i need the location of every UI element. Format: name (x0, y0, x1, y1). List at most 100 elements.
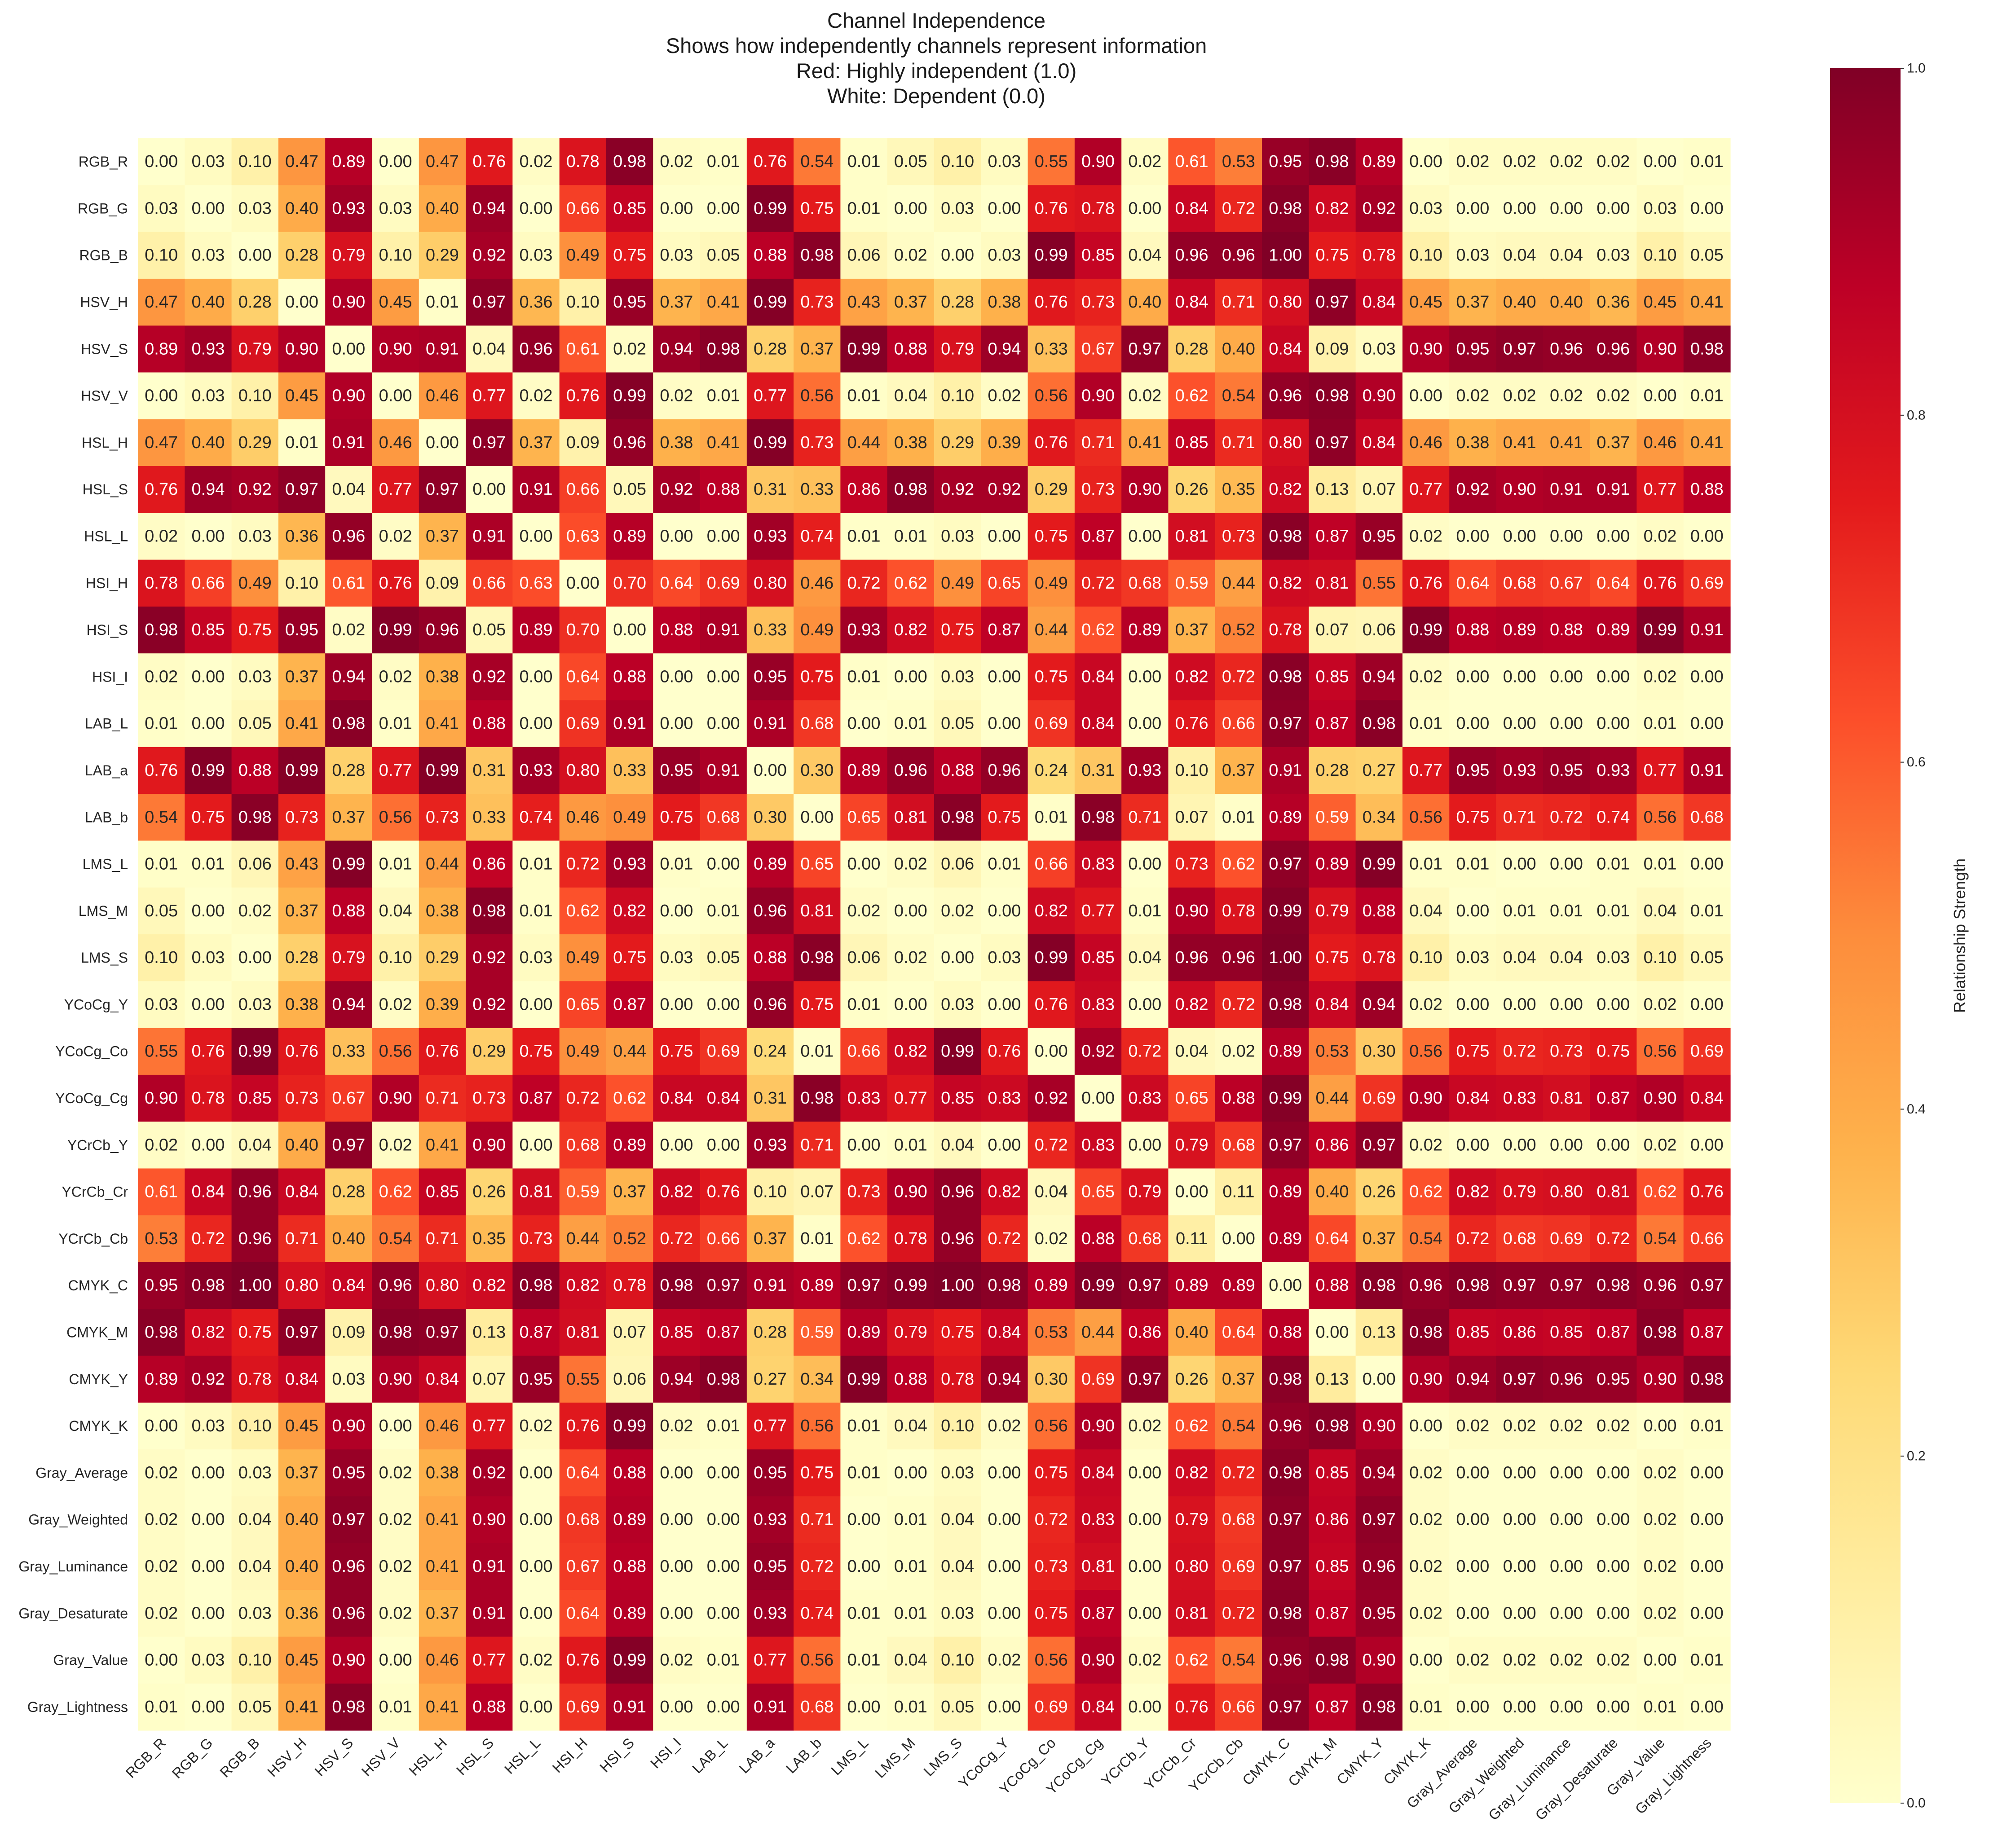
heatmap-cell (1121, 326, 1169, 373)
cell-value-label: 0.02 (238, 902, 272, 920)
heatmap-cell (372, 606, 419, 654)
heatmap-cell (1121, 232, 1169, 279)
cell-value-label: 0.01 (800, 1229, 834, 1248)
cell-value-label: 0.69 (1035, 1698, 1068, 1716)
heatmap-cell (606, 559, 653, 607)
cell-value-label: 0.66 (847, 1042, 881, 1061)
cell-value-label: 0.66 (707, 1229, 740, 1248)
cell-value-label: 0.81 (1081, 1557, 1115, 1576)
cell-value-label: 0.00 (1644, 1417, 1677, 1435)
heatmap-cell (1309, 138, 1356, 185)
cell-value-label: 0.65 (566, 995, 600, 1014)
cell-value-label: 0.98 (707, 1370, 740, 1389)
cell-value-label: 0.01 (1596, 855, 1630, 874)
cell-value-label: 0.07 (613, 1323, 646, 1342)
cell-value-label: 0.41 (426, 714, 459, 733)
heatmap-cell (1121, 653, 1169, 701)
heatmap-cell (700, 419, 747, 466)
heatmap-cell (1262, 747, 1309, 794)
cell-value-label: 0.88 (941, 761, 974, 780)
heatmap-cell (1074, 326, 1122, 373)
cell-value-label: 0.44 (1081, 1323, 1115, 1342)
cell-value-label: 0.75 (800, 199, 834, 218)
cell-value-label: 0.89 (1128, 620, 1161, 639)
heatmap-cell (887, 419, 935, 466)
cell-value-label: 0.07 (1175, 808, 1208, 827)
heatmap-cell (1028, 700, 1075, 748)
cell-value-label: 0.77 (1644, 761, 1677, 780)
cell-value-label: 0.97 (1269, 1135, 1302, 1154)
cell-value-label: 0.00 (1690, 1604, 1724, 1623)
cell-value-label: 0.02 (660, 152, 693, 171)
cell-value-label: 0.92 (1035, 1089, 1068, 1108)
cell-value-label: 0.69 (707, 574, 740, 593)
cell-value-label: 0.49 (566, 948, 600, 967)
cell-value-label: 0.99 (941, 1042, 974, 1061)
cell-value-label: 0.83 (1081, 995, 1115, 1014)
heatmap-cell (794, 372, 841, 420)
cell-value-label: 0.94 (332, 995, 365, 1014)
heatmap-cell (1215, 185, 1262, 233)
cell-value-label: 0.04 (1035, 1183, 1068, 1201)
cell-value-label: 0.67 (1081, 339, 1115, 358)
heatmap-cell (185, 653, 232, 701)
cell-value-label: 0.97 (1363, 1135, 1396, 1154)
cell-value-label: 0.76 (1035, 293, 1068, 312)
cell-value-label: 0.10 (1409, 948, 1442, 967)
heatmap-cell (278, 653, 326, 701)
heatmap-cell (231, 326, 279, 373)
cell-value-label: 0.73 (285, 808, 318, 827)
cell-value-label: 0.91 (754, 1276, 787, 1295)
heatmap-cell (138, 326, 185, 373)
cell-value-label: 0.88 (613, 1463, 646, 1482)
heatmap-cell (1543, 747, 1590, 794)
cell-value-label: 0.02 (379, 527, 412, 546)
cell-value-label: 0.00 (191, 199, 225, 218)
cell-value-label: 0.02 (145, 527, 178, 546)
cell-value-label: 0.99 (847, 1370, 881, 1389)
heatmap-cell (325, 232, 373, 279)
heatmap-cell (1449, 185, 1497, 233)
column-label: HSL_L (501, 1734, 544, 1777)
column-label: LAB_b (783, 1734, 825, 1776)
heatmap-cell (746, 559, 794, 607)
cell-value-label: 0.87 (520, 1323, 553, 1342)
heatmap-cell (325, 606, 373, 654)
heatmap-cell (325, 466, 373, 513)
heatmap-cell (934, 326, 981, 373)
heatmap-cell (887, 138, 935, 185)
cell-value-label: 0.01 (520, 855, 553, 874)
heatmap-cell (1496, 513, 1544, 560)
cell-value-label: 0.96 (1222, 246, 1255, 265)
heatmap-cell (185, 326, 232, 373)
heatmap-cell (1449, 794, 1497, 841)
cell-value-label: 0.73 (520, 1229, 553, 1248)
cell-value-label: 0.00 (660, 902, 693, 920)
cell-value-label: 0.85 (191, 620, 225, 639)
heatmap-cell (466, 513, 513, 560)
colorbar-tick-label: 0.2 (1907, 1449, 1926, 1464)
cell-value-label: 0.01 (894, 714, 927, 733)
cell-value-label: 0.56 (1035, 1651, 1068, 1670)
cell-value-label: 0.77 (379, 761, 412, 780)
heatmap-cell (794, 466, 841, 513)
row-label: HSI_S (87, 622, 128, 638)
heatmap-cell (185, 278, 232, 326)
heatmap-cell (1496, 606, 1544, 654)
cell-value-label: 1.00 (1269, 246, 1302, 265)
row-label: LAB_b (85, 809, 128, 825)
cell-value-label: 0.84 (1363, 293, 1396, 312)
column-label: LAB_a (736, 1734, 778, 1777)
cell-value-label: 0.00 (1503, 1510, 1536, 1529)
cell-value-label: 0.05 (613, 480, 646, 499)
heatmap-cell (1262, 606, 1309, 654)
cell-value-label: 0.94 (1363, 667, 1396, 686)
cell-value-label: 0.83 (1081, 1510, 1115, 1529)
heatmap-cell (887, 513, 935, 560)
cell-value-label: 0.01 (1035, 808, 1068, 827)
cell-value-label: 0.02 (145, 1510, 178, 1529)
cell-value-label: 0.88 (1363, 902, 1396, 920)
cell-value-label: 0.98 (800, 1089, 834, 1108)
heatmap-cell (278, 372, 326, 420)
cell-value-label: 0.00 (707, 1463, 740, 1482)
